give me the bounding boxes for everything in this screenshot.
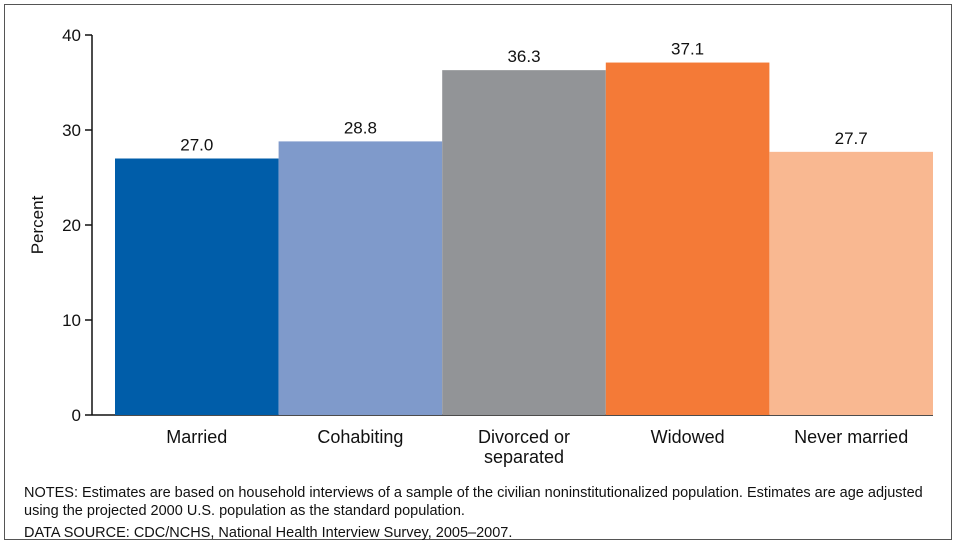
x-tick-label: Never married [794, 427, 908, 447]
data-source-text: DATA SOURCE: CDC/NCHS, National Health I… [24, 524, 924, 542]
bar [115, 159, 279, 416]
y-tick-label: 10 [62, 311, 81, 330]
y-tick-label: 20 [62, 216, 81, 235]
x-tick-label: Cohabiting [317, 427, 403, 447]
bar [442, 70, 606, 415]
notes-block: NOTES: Estimates are based on household … [24, 484, 924, 542]
y-tick-label: 40 [62, 26, 81, 45]
bar-chart: 0 10 20 30 40 Percent 27.0 Married 28.8 Cohabitin… [0, 0, 960, 480]
x-tick-label: Married [166, 427, 227, 447]
bar [279, 141, 443, 415]
bar-value-label: 36.3 [507, 47, 540, 66]
bar-value-label: 28.8 [344, 118, 377, 137]
bar [769, 152, 933, 415]
bar-value-label: 27.0 [180, 136, 213, 155]
notes-text: NOTES: Estimates are based on household … [24, 485, 923, 519]
y-tick-label: 0 [72, 406, 81, 425]
bar-value-label: 27.7 [835, 129, 868, 148]
y-axis-label: Percent [28, 195, 47, 254]
x-tick-label: separated [484, 447, 564, 467]
bar [606, 63, 770, 415]
x-tick-label: Widowed [651, 427, 725, 447]
bar-value-label: 37.1 [671, 40, 704, 59]
x-tick-label: Divorced or [478, 427, 570, 447]
y-tick-label: 30 [62, 121, 81, 140]
